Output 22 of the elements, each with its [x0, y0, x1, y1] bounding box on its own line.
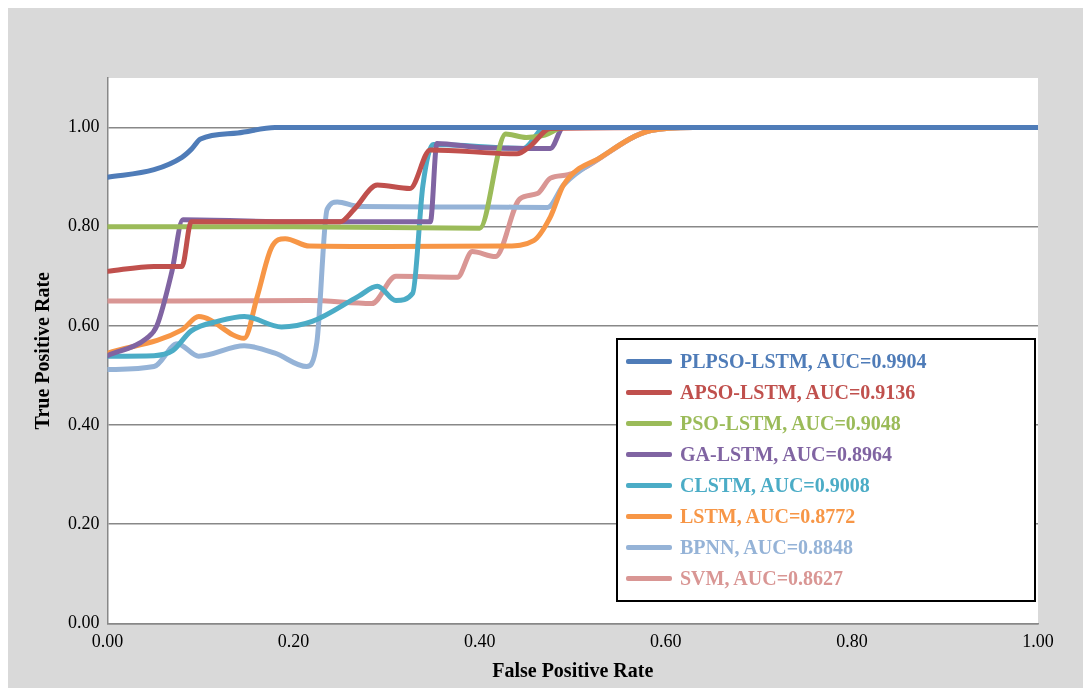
y-axis-title: True Positive Rate	[31, 271, 54, 430]
legend-label: PLPSO-LSTM, AUC=0.9904	[680, 350, 927, 374]
x-tick-label: 0.60	[650, 630, 682, 651]
x-tick-label: 0.00	[91, 630, 124, 651]
legend-label: APSO-LSTM, AUC=0.9136	[680, 381, 916, 405]
y-tick-label: 1.00	[68, 116, 100, 137]
legend-label: GA-LSTM, AUC=0.8964	[680, 443, 892, 467]
y-tick-label: 0.80	[68, 215, 100, 236]
x-tick-label: 0.80	[836, 630, 868, 651]
legend-label: CLSTM, AUC=0.9008	[680, 474, 870, 498]
x-tick-label: 1.00	[1022, 630, 1054, 651]
x-tick-label: 0.20	[277, 630, 310, 651]
y-tick-label: 0.40	[68, 413, 100, 434]
legend-label: LSTM, AUC=0.8772	[680, 505, 856, 529]
y-tick-label: 0.20	[68, 512, 100, 533]
legend-label: PSO-LSTM, AUC=0.9048	[680, 412, 901, 436]
legend-label: SVM, AUC=0.8627	[680, 567, 844, 591]
y-tick-label: 0.60	[68, 314, 100, 335]
x-tick-label: 0.40	[463, 630, 496, 651]
y-tick-label: 0.00	[68, 612, 100, 633]
x-axis-title: False Positive Rate	[492, 659, 654, 682]
legend-label: BPNN, AUC=0.8848	[680, 536, 854, 560]
